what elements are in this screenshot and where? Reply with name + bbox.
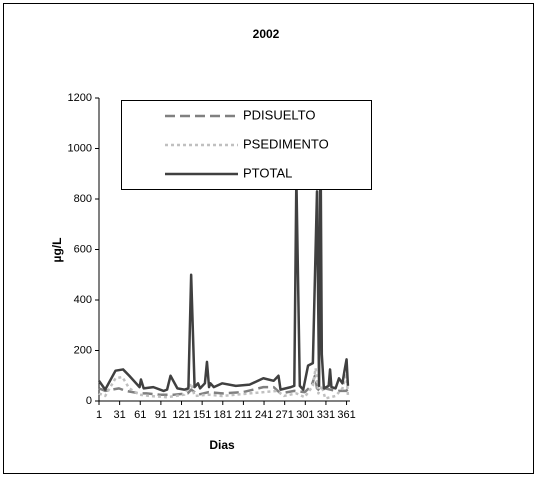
x-tick-label: 241	[255, 409, 273, 421]
series-line	[98, 366, 350, 400]
y-tick-label: 1200	[68, 92, 92, 104]
y-tick-label: 600	[74, 243, 92, 255]
y-tick-label: 0	[86, 395, 92, 407]
y-tick-label: 1000	[68, 142, 92, 154]
x-tick-label: 181	[214, 409, 232, 421]
chart-title: 2002	[253, 27, 280, 41]
x-tick-label: 31	[114, 409, 126, 421]
x-tick-label: 361	[337, 409, 355, 421]
y-tick-label: 800	[74, 193, 92, 205]
series-line	[98, 374, 349, 396]
x-tick-label: 331	[317, 409, 335, 421]
frame	[3, 3, 534, 474]
legend-label: PDISUELTO	[243, 107, 315, 122]
x-tick-label: 211	[235, 409, 253, 421]
x-tick-label: 121	[172, 409, 190, 421]
legend	[121, 100, 372, 190]
y-tick-label: 200	[74, 344, 92, 356]
series-line	[97, 119, 350, 393]
x-tick-label: 151	[193, 409, 211, 421]
x-axis-label: Dias	[209, 438, 235, 452]
legend-label: PTOTAL	[243, 165, 292, 180]
y-tick-label: 400	[74, 294, 92, 306]
x-tick-label: 1	[96, 409, 102, 421]
x-tick-label: 61	[134, 409, 146, 421]
y-axis-label: µg/L	[50, 238, 64, 263]
x-tick-label: 301	[296, 409, 314, 421]
legend-label: PSEDIMENTO	[243, 136, 329, 151]
x-tick-label: 91	[155, 409, 167, 421]
x-tick-label: 271	[275, 409, 293, 421]
